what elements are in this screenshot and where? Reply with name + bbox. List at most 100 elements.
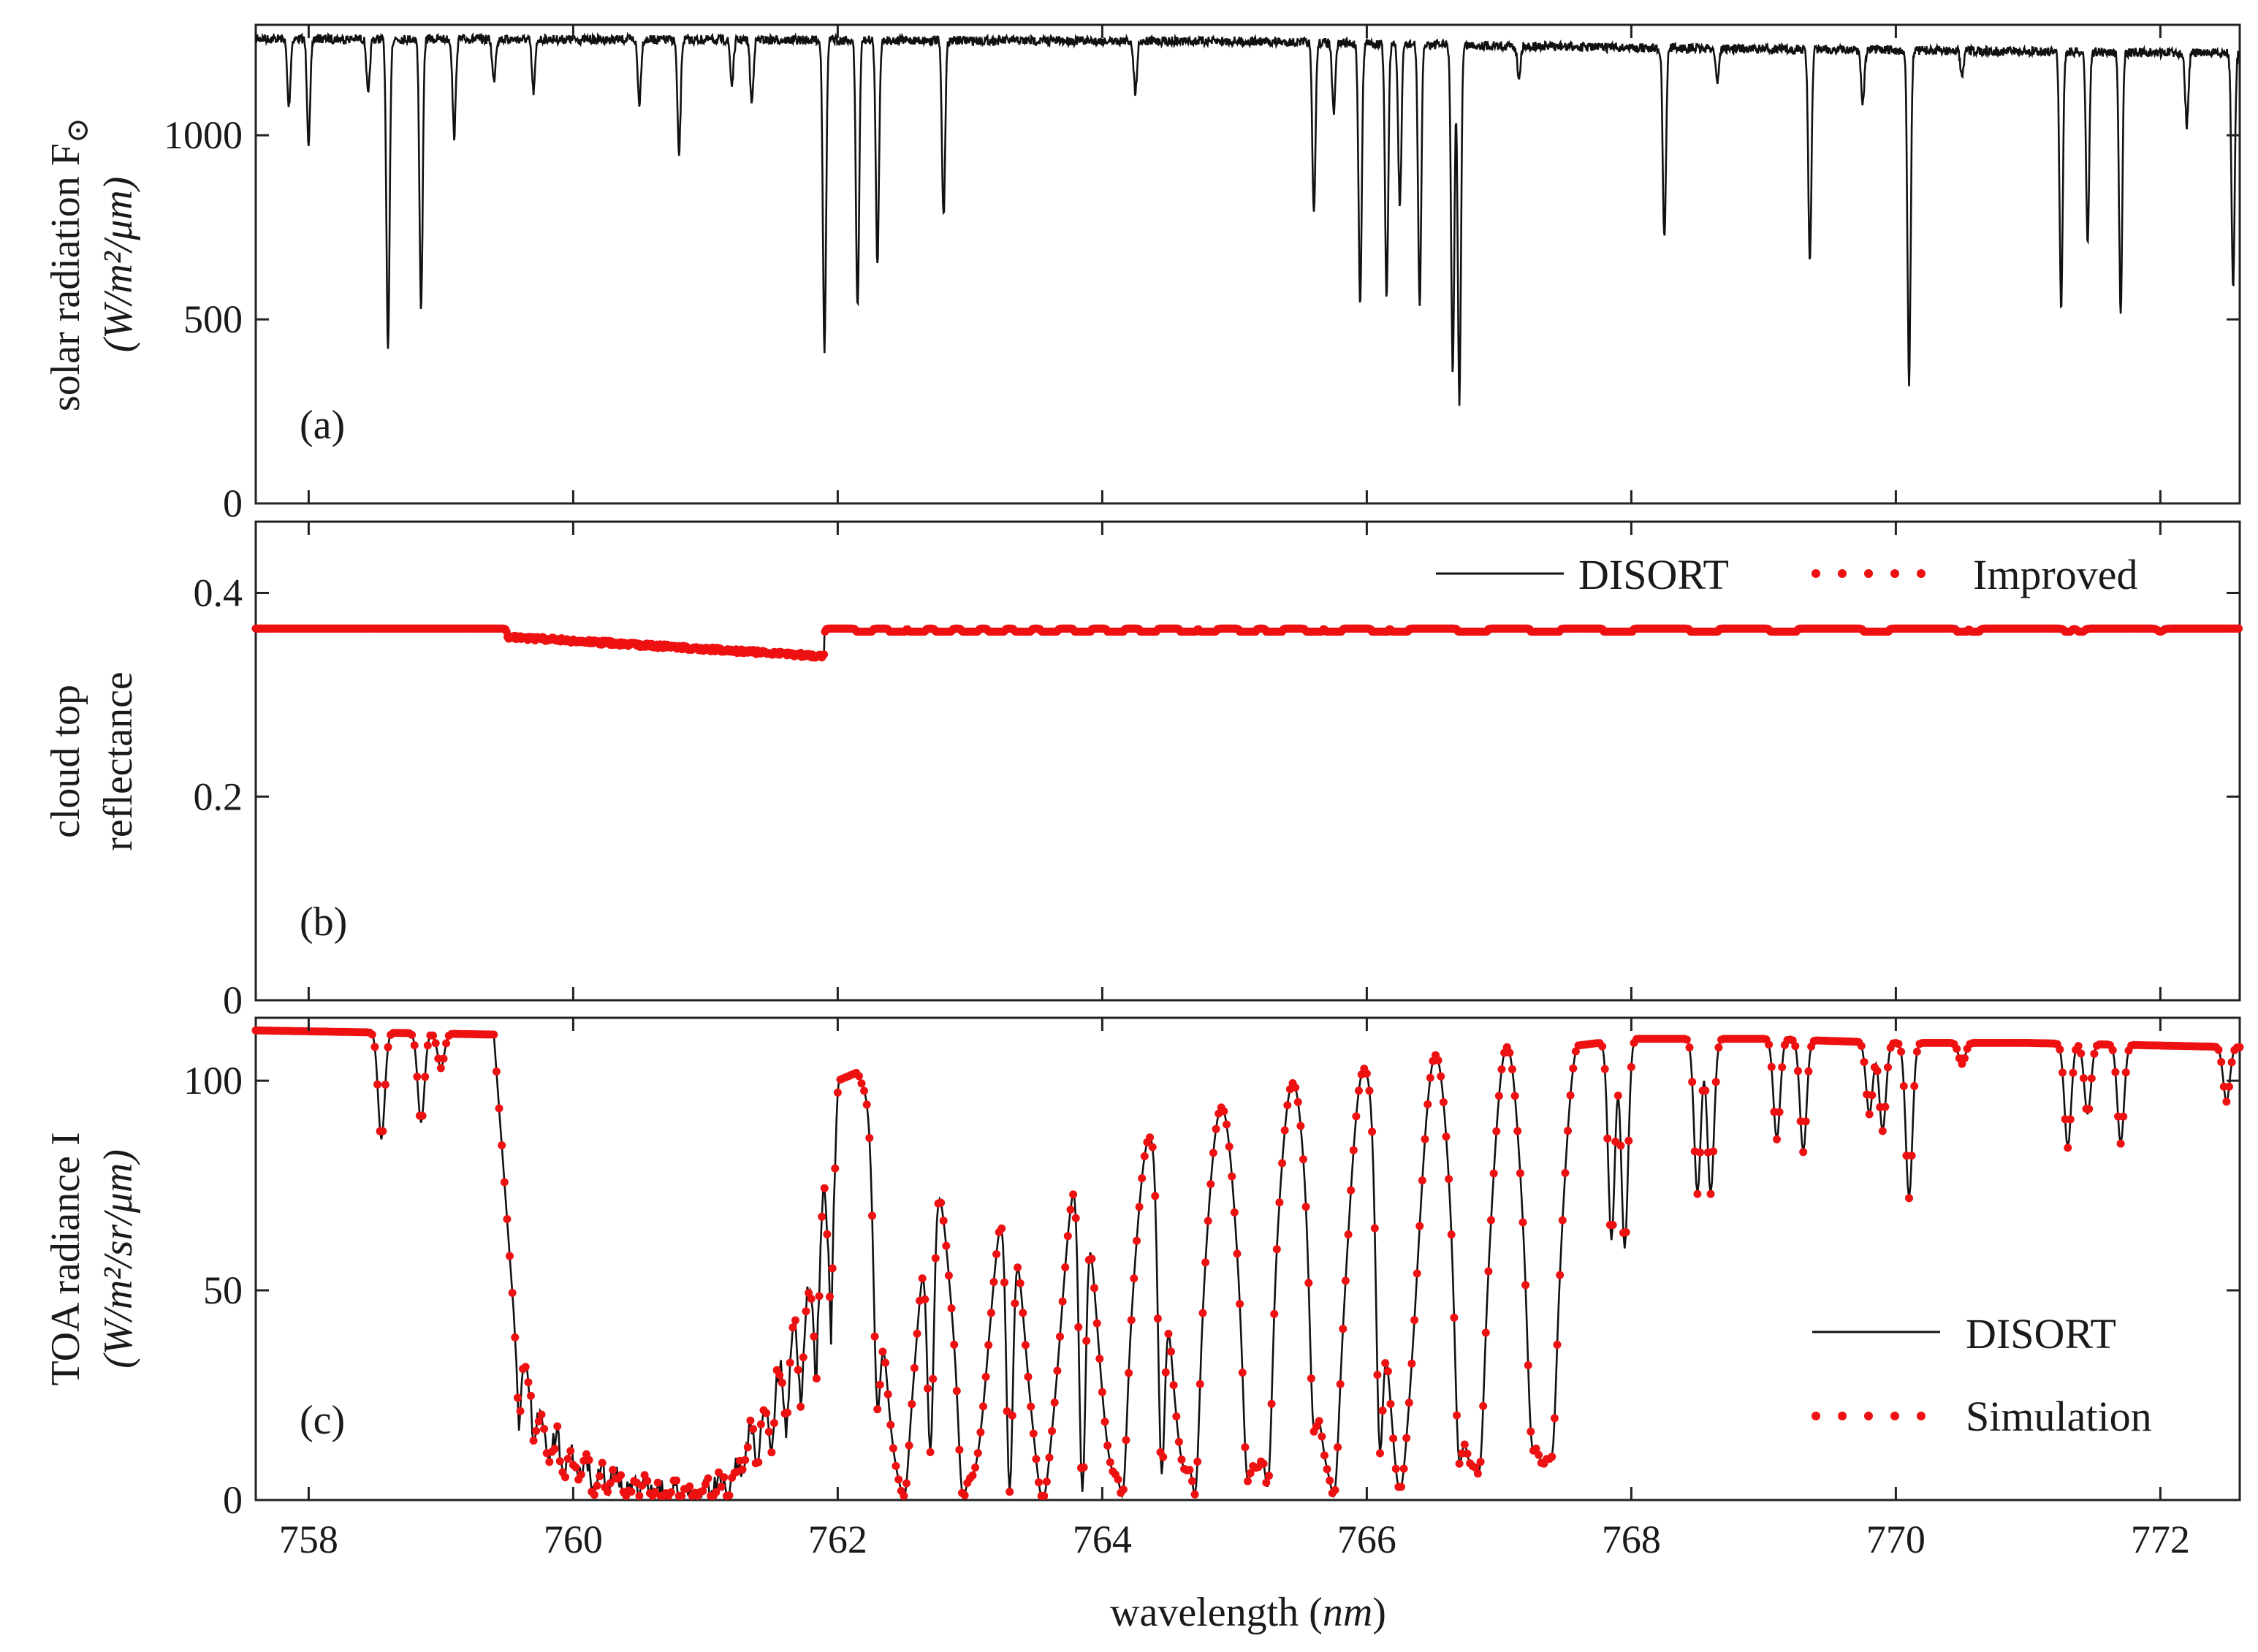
- simulation-point: [2116, 1139, 2125, 1148]
- simulation-point: [905, 1441, 913, 1450]
- simulation-point: [1368, 1127, 1377, 1136]
- simulation-point: [563, 1455, 572, 1463]
- simulation-point: [1693, 1189, 1702, 1198]
- panel-b-yticks: 0 0.2 0.4: [194, 571, 2240, 1022]
- panel-c-tag: (c): [300, 1398, 345, 1443]
- simulation-point: [1558, 1216, 1567, 1225]
- simulation-point: [2225, 1082, 2233, 1091]
- simulation-point: [521, 1363, 530, 1371]
- simulation-point: [921, 1295, 930, 1303]
- simulation-point: [952, 1387, 961, 1396]
- simulation-point: [429, 1031, 437, 1040]
- simulation-point: [810, 1332, 818, 1341]
- simulation-point: [1453, 1411, 1461, 1420]
- simulation-point: [976, 1428, 985, 1436]
- simulation-point: [704, 1474, 712, 1482]
- simulation-point: [1095, 1355, 1104, 1363]
- simulation-point: [997, 1224, 1006, 1233]
- y-tick-label: 0.4: [194, 571, 243, 615]
- simulation-point: [1206, 1180, 1215, 1189]
- simulation-point: [973, 1449, 982, 1458]
- simulation-point: [1169, 1381, 1178, 1390]
- simulation-point: [1437, 1072, 1445, 1081]
- simulation-point: [831, 1164, 840, 1173]
- simulation-point: [1241, 1443, 1250, 1452]
- simulation-point: [1000, 1278, 1008, 1287]
- simulation-point: [1220, 1107, 1228, 1116]
- simulation-point: [1497, 1065, 1506, 1073]
- simulation-point: [2074, 1042, 2083, 1051]
- simulation-point: [1418, 1176, 1426, 1185]
- simulation-point: [506, 1252, 514, 1260]
- simulation-point: [1344, 1230, 1353, 1239]
- simulation-point: [720, 1473, 729, 1482]
- simulation-point: [913, 1329, 921, 1338]
- simulation-point: [1174, 1437, 1183, 1446]
- simulation-point: [1296, 1122, 1305, 1130]
- simulation-point: [1071, 1214, 1080, 1222]
- simulation-point: [1259, 1459, 1268, 1468]
- panel-c-yticks: 0 50 100: [183, 1059, 2240, 1522]
- simulation-point: [1899, 1082, 1908, 1090]
- simulation-point: [1042, 1477, 1051, 1486]
- simulation-point: [1233, 1249, 1242, 1258]
- simulation-point: [2059, 1068, 2067, 1077]
- simulation-point: [1133, 1236, 1141, 1245]
- simulation-point: [1008, 1411, 1016, 1420]
- simulation-point: [770, 1419, 778, 1428]
- simulation-point: [1336, 1379, 1345, 1388]
- x-tick-label: 770: [1866, 1518, 1926, 1561]
- simulation-point: [749, 1425, 758, 1434]
- x-tick-label: 760: [544, 1518, 603, 1561]
- simulation-point: [1299, 1155, 1307, 1164]
- simulation-point: [1079, 1463, 1088, 1472]
- simulation-point: [513, 1393, 522, 1402]
- simulation-point: [1682, 1035, 1691, 1044]
- simulation-point: [1696, 1148, 1704, 1157]
- simulation-point: [370, 1043, 379, 1051]
- simulation-point: [1860, 1058, 1869, 1066]
- simulation-point: [900, 1491, 908, 1500]
- simulation-point: [738, 1465, 747, 1474]
- simulation-point: [1397, 1482, 1405, 1491]
- simulation-point: [799, 1353, 807, 1362]
- simulation-point: [1201, 1258, 1210, 1267]
- simulation-point: [715, 1468, 723, 1477]
- legend-c-simulation-swatch: [1812, 1412, 1926, 1420]
- simulation-point: [812, 1374, 821, 1383]
- simulation-point: [617, 1471, 626, 1480]
- y-tick-label: 0: [223, 481, 243, 525]
- simulation-point: [1389, 1434, 1398, 1443]
- simulation-point: [1450, 1313, 1459, 1322]
- x-axis-title-unit: nm: [1323, 1590, 1372, 1635]
- simulation-point: [926, 1448, 935, 1456]
- simulation-point: [1270, 1309, 1279, 1318]
- simulation-point: [826, 1293, 834, 1301]
- x-tick-label: 762: [808, 1518, 867, 1561]
- simulation-point: [1383, 1367, 1392, 1376]
- simulation-point: [1167, 1347, 1175, 1356]
- simulation-point: [1799, 1148, 1808, 1157]
- legend-b-improved-swatch: [1812, 569, 1926, 578]
- simulation-point: [2079, 1074, 2088, 1083]
- reflectance-improved-points: [251, 624, 2243, 662]
- simulation-point: [2066, 1115, 2075, 1124]
- simulation-point: [902, 1479, 911, 1488]
- simulation-point: [971, 1463, 980, 1472]
- panel-b-tag: (b): [300, 899, 347, 945]
- simulation-point: [423, 1041, 432, 1050]
- simulation-point: [1479, 1401, 1488, 1410]
- simulation-point: [1283, 1101, 1292, 1110]
- simulation-point: [606, 1479, 615, 1488]
- simulation-point: [431, 1039, 440, 1048]
- simulation-point: [2090, 1049, 2099, 1058]
- simulation-point: [870, 1332, 879, 1341]
- simulation-point: [807, 1295, 816, 1303]
- simulation-point: [1402, 1434, 1411, 1442]
- simulation-point: [767, 1448, 776, 1457]
- simulation-point: [984, 1341, 993, 1350]
- simulation-point: [653, 1478, 662, 1487]
- improved-point: [2235, 624, 2243, 633]
- panel-b-ylabel-line1: cloud top: [43, 685, 88, 838]
- simulation-point: [1471, 1463, 1480, 1472]
